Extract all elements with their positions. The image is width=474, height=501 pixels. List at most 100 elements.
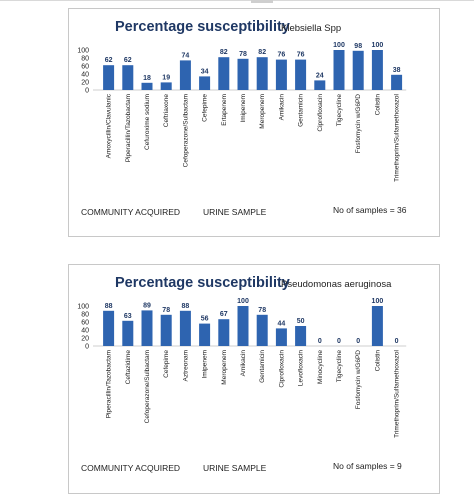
bar (275, 59, 287, 90)
chart-panel-pseudomonas: Percentage susceptibility Pseudomonas ae… (68, 264, 440, 494)
x-tick-label: Cefepime (163, 350, 170, 378)
bar (256, 314, 268, 346)
y-tick-label: 60 (81, 64, 89, 71)
y-tick-label: 20 (81, 80, 89, 87)
y-tick-label: 100 (77, 304, 89, 311)
data-label: 100 (372, 298, 384, 305)
x-tick-label: Tigecycline (336, 350, 343, 383)
chart-panel-klebsiella: Percentage susceptibility Klebsiella Spp… (68, 8, 440, 237)
bar (141, 310, 153, 346)
footer-urine-sample: URINE SAMPLE (203, 463, 267, 473)
bar (199, 76, 211, 90)
x-tick-label: Fosfomycin w/G6PD (355, 94, 362, 154)
data-label: 78 (162, 307, 170, 314)
y-tick-label: 60 (81, 320, 89, 327)
x-tick-label: Imipenem (240, 94, 247, 123)
y-tick-label: 100 (77, 48, 89, 55)
x-tick-label: Cefoperazone/Sulbactam (144, 350, 151, 423)
x-tick-label: Trimethoprim/Sulfamethoxazol (394, 93, 401, 181)
x-tick-label: Fosfomycin w/G6PD (355, 350, 362, 410)
x-tick-label: Gentamicin (298, 94, 305, 127)
data-label: 56 (201, 316, 209, 323)
bar (371, 306, 383, 346)
y-tick-label: 40 (81, 328, 89, 335)
data-label: 100 (237, 298, 249, 305)
data-label: 63 (124, 313, 132, 320)
chart-title: Percentage susceptibility (115, 275, 290, 291)
bar (160, 82, 172, 90)
x-tick-label: Piperacillin/Tazobactam (125, 94, 132, 162)
footer-community-acquired: COMMUNITY ACQUIRED (81, 463, 181, 473)
data-label: 76 (297, 52, 305, 59)
data-label: 82 (258, 49, 266, 56)
x-tick-label: Amoxycillin/Clavulanic (106, 93, 113, 158)
data-label: 74 (182, 52, 190, 59)
x-tick-label: Ceftriaxone (163, 94, 170, 128)
footer-sample-count: No of samples = 9 (333, 461, 402, 471)
x-tick-label: Ceftazidime (125, 350, 132, 385)
data-label: 44 (278, 320, 286, 327)
data-label: 100 (372, 42, 384, 49)
bar (160, 314, 172, 346)
data-label: 24 (316, 72, 324, 79)
x-tick-label: Amikacin (240, 350, 247, 377)
bar (103, 310, 115, 346)
bar (391, 74, 403, 90)
data-label: 89 (143, 302, 151, 309)
y-tick-label: 80 (81, 312, 89, 319)
x-tick-label: Colistin (374, 94, 381, 116)
footer-sample-count: No of samples = 36 (333, 205, 407, 215)
data-label: 76 (278, 52, 286, 59)
data-label: 18 (143, 75, 151, 82)
bar (275, 328, 287, 346)
chart-subtitle: Pseudomonas aeruginosa (281, 279, 392, 290)
bar (295, 59, 307, 90)
data-label: 0 (356, 338, 360, 345)
data-label: 0 (337, 338, 341, 345)
x-tick-label: Ciprofloxacin (278, 350, 285, 388)
bar (199, 323, 211, 346)
bar (295, 326, 307, 346)
x-tick-label: Ciprofloxacin (317, 94, 324, 132)
y-tick-label: 20 (81, 336, 89, 343)
x-tick-label: Ertapenem (221, 94, 228, 126)
y-tick-label: 0 (85, 88, 89, 95)
x-tick-label: Meropenem (221, 350, 228, 385)
data-label: 100 (333, 42, 345, 49)
bar-chart-klebsiella: 02040608010062Amoxycillin/Clavulanic62Pi… (77, 42, 407, 182)
chart-subtitle: Klebsiella Spp (281, 23, 342, 34)
bar (352, 50, 364, 90)
y-tick-label: 40 (81, 72, 89, 79)
data-label: 62 (105, 57, 113, 64)
footer-community-acquired: COMMUNITY ACQUIRED (81, 207, 181, 217)
x-tick-label: Imipenem (202, 350, 209, 379)
data-label: 0 (318, 338, 322, 345)
bar (237, 58, 249, 90)
data-label: 38 (393, 67, 401, 74)
data-label: 82 (220, 49, 228, 56)
bar (141, 82, 153, 90)
x-tick-label: Colistin (374, 350, 381, 372)
x-tick-label: Piperacillin/Tazobactam (106, 350, 113, 418)
bar (122, 65, 134, 90)
y-tick-label: 0 (85, 344, 89, 351)
y-tick-label: 80 (81, 56, 89, 63)
x-tick-label: Tigecycline (336, 94, 343, 127)
data-label: 19 (162, 74, 170, 81)
x-tick-label: Gentamicin (259, 350, 266, 383)
x-tick-label: Meropenem (259, 94, 266, 129)
bar (256, 57, 268, 90)
x-tick-label: Cefoperazone/Sulbactam (182, 94, 189, 167)
bar (179, 310, 191, 346)
bar (218, 57, 230, 90)
x-tick-label: Trimethoprim/Sulfamethoxazol (394, 349, 401, 437)
x-tick-label: Aztreonam (182, 350, 189, 381)
data-label: 62 (124, 57, 132, 64)
data-label: 78 (239, 51, 247, 58)
x-tick-label: Cefuroxime sodium (144, 94, 151, 150)
resize-grip[interactable] (251, 0, 273, 3)
footer-urine-sample: URINE SAMPLE (203, 207, 267, 217)
x-tick-label: Levofloxacin (298, 350, 305, 387)
window-top-border (0, 0, 474, 1)
